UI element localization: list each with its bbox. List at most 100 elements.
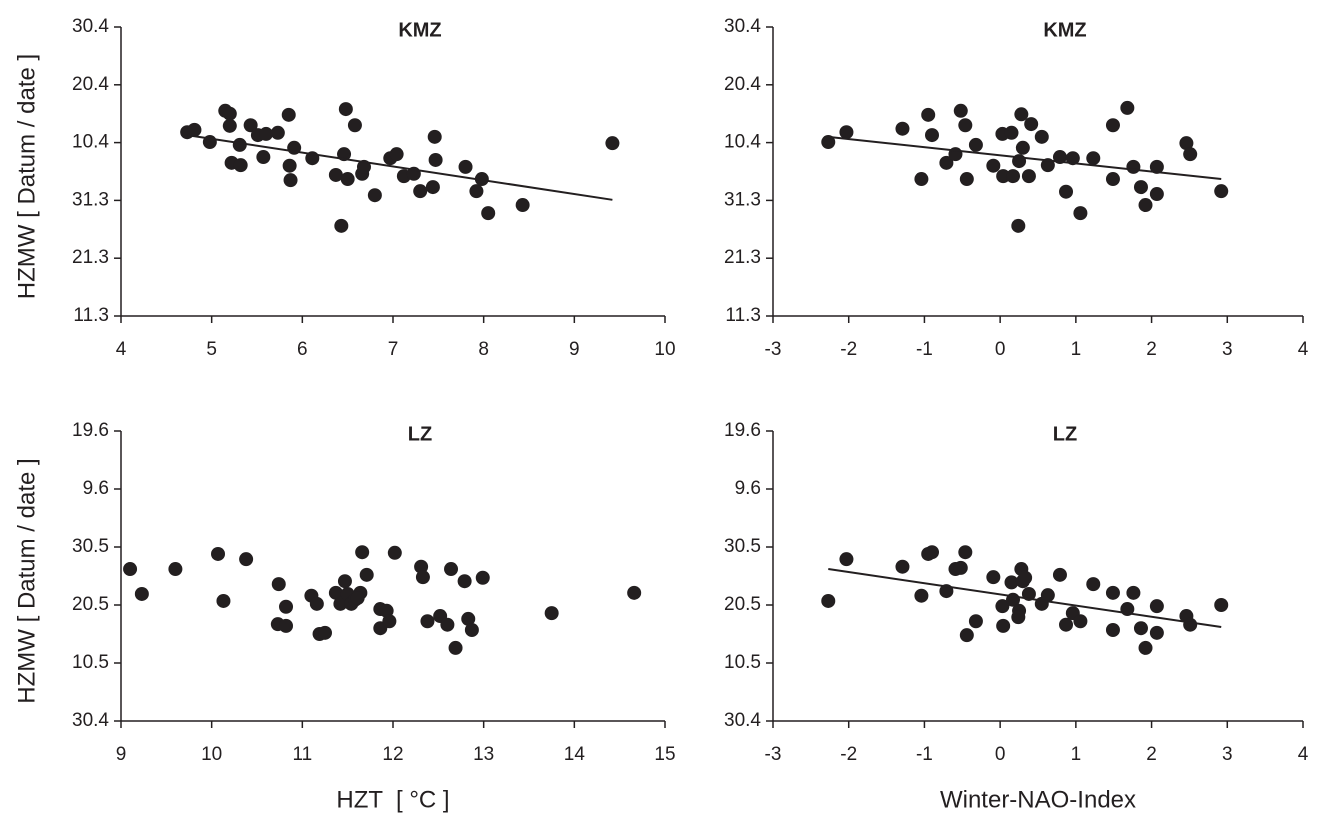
point bbox=[996, 169, 1011, 184]
point bbox=[475, 570, 490, 585]
y-tick-label: 20.5 bbox=[72, 594, 109, 615]
x-axis-label: HZT [ °C ] bbox=[336, 786, 449, 813]
point bbox=[1059, 617, 1074, 632]
x-tick-label: 10 bbox=[201, 744, 222, 765]
trend-line bbox=[187, 134, 613, 201]
x-tick-label: -2 bbox=[840, 744, 857, 765]
point bbox=[420, 614, 435, 629]
point bbox=[425, 180, 440, 195]
y-tick-label: 30.4 bbox=[72, 16, 109, 37]
point bbox=[953, 103, 968, 118]
x-tick-label: 7 bbox=[388, 339, 399, 360]
point bbox=[1011, 218, 1026, 233]
y-tick-label: 9.6 bbox=[83, 478, 109, 499]
point bbox=[839, 125, 854, 140]
y-tick-label: 30.4 bbox=[724, 710, 761, 731]
point bbox=[1105, 172, 1120, 187]
y-tick-label: 19.6 bbox=[72, 420, 109, 441]
point bbox=[347, 118, 362, 133]
point bbox=[921, 107, 936, 122]
point bbox=[986, 570, 1001, 585]
point bbox=[939, 155, 954, 170]
x-tick-label: 8 bbox=[478, 339, 489, 360]
y-tick-label: 11.3 bbox=[725, 305, 761, 326]
point bbox=[821, 135, 836, 150]
y-tick-label: 30.5 bbox=[724, 536, 761, 557]
y-tick-label: 10.5 bbox=[72, 652, 109, 673]
x-tick-label: 4 bbox=[1298, 339, 1309, 360]
point bbox=[387, 545, 402, 560]
point bbox=[338, 102, 353, 117]
point bbox=[328, 167, 343, 182]
point bbox=[1014, 107, 1029, 122]
y-tick-label: 19.6 bbox=[724, 420, 761, 441]
point bbox=[334, 218, 349, 233]
point bbox=[986, 158, 1001, 173]
x-tick-label: 13 bbox=[473, 744, 494, 765]
x-tick-label: 0 bbox=[995, 339, 1006, 360]
x-tick-label: 3 bbox=[1222, 744, 1233, 765]
point bbox=[1059, 184, 1074, 199]
point bbox=[359, 567, 374, 582]
point bbox=[1183, 617, 1198, 632]
point bbox=[839, 552, 854, 567]
point bbox=[1040, 588, 1055, 603]
y-tick-label: 20.5 bbox=[724, 594, 761, 615]
y-tick-label: 21.3 bbox=[724, 247, 761, 268]
point bbox=[1149, 599, 1164, 614]
point bbox=[440, 617, 455, 632]
point bbox=[256, 150, 271, 165]
point bbox=[318, 625, 332, 640]
point bbox=[279, 599, 294, 614]
point bbox=[232, 137, 247, 152]
y-axis-label: HZMW [ Datum / date ] bbox=[13, 458, 40, 703]
point bbox=[996, 618, 1011, 633]
point bbox=[1133, 180, 1148, 195]
point bbox=[389, 147, 404, 162]
point bbox=[444, 562, 459, 577]
point bbox=[1034, 129, 1049, 144]
point bbox=[895, 559, 910, 574]
point bbox=[1086, 577, 1101, 592]
point bbox=[605, 136, 620, 151]
point bbox=[283, 173, 298, 188]
x-tick-label: -2 bbox=[840, 339, 857, 360]
point bbox=[1138, 640, 1153, 655]
x-tick-label: 14 bbox=[564, 744, 586, 765]
point bbox=[458, 159, 473, 174]
x-tick-label: 5 bbox=[206, 339, 217, 360]
point bbox=[448, 640, 463, 655]
point bbox=[1214, 184, 1229, 199]
point bbox=[515, 198, 530, 213]
chart-title: KMZ bbox=[1043, 19, 1086, 41]
point bbox=[187, 122, 202, 137]
x-tick-label: -1 bbox=[916, 744, 933, 765]
point bbox=[958, 118, 973, 133]
point bbox=[216, 593, 231, 608]
x-tick-label: 10 bbox=[654, 339, 675, 360]
x-tick-label: 4 bbox=[116, 339, 127, 360]
point bbox=[279, 618, 294, 633]
point bbox=[959, 628, 974, 643]
point bbox=[1138, 198, 1153, 213]
point bbox=[914, 172, 929, 187]
point bbox=[1086, 151, 1101, 166]
point bbox=[959, 172, 974, 187]
y-tick-label: 30.4 bbox=[72, 710, 109, 731]
point bbox=[1024, 117, 1039, 132]
x-tick-label: -3 bbox=[765, 744, 782, 765]
y-tick-label: 10.5 bbox=[724, 652, 761, 673]
point bbox=[1073, 614, 1088, 629]
point bbox=[1149, 159, 1164, 174]
point bbox=[925, 545, 939, 560]
point bbox=[259, 126, 274, 141]
point bbox=[281, 107, 296, 122]
y-axis-label: HZMW [ Datum / date ] bbox=[13, 54, 40, 299]
point bbox=[457, 574, 472, 589]
point bbox=[309, 596, 324, 611]
point bbox=[1052, 567, 1067, 582]
point bbox=[953, 560, 968, 575]
x-tick-label: -3 bbox=[765, 339, 782, 360]
y-tick-label: 10.4 bbox=[72, 132, 109, 153]
